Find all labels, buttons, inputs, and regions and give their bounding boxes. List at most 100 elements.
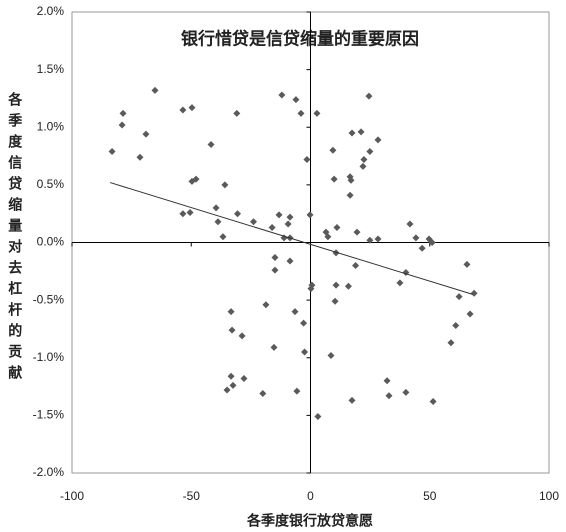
point: [212, 204, 220, 212]
y-tick-label: -1.5%: [33, 408, 65, 422]
point: [447, 339, 455, 347]
y-tick-label: -1.0%: [33, 350, 65, 364]
point: [383, 377, 391, 385]
point: [374, 136, 382, 144]
point: [385, 392, 393, 400]
point: [357, 128, 365, 136]
point: [249, 218, 257, 226]
point: [348, 396, 356, 404]
point: [466, 310, 474, 318]
point: [228, 326, 236, 334]
point: [324, 233, 332, 241]
point: [278, 91, 286, 99]
point: [240, 374, 248, 382]
trendline: [110, 182, 473, 295]
point: [359, 162, 367, 170]
point: [238, 332, 246, 340]
point: [219, 233, 227, 241]
point: [186, 209, 194, 217]
point: [429, 398, 437, 406]
point: [307, 285, 315, 293]
point: [353, 228, 361, 236]
point: [346, 173, 354, 181]
point: [344, 282, 352, 290]
point: [366, 236, 374, 244]
point: [366, 147, 374, 155]
point: [360, 156, 368, 164]
point: [270, 343, 278, 351]
point: [396, 279, 404, 287]
point: [292, 96, 300, 104]
point: [331, 297, 339, 305]
y-tick-label: 1.0%: [37, 119, 65, 133]
y-tick-label: 2.0%: [37, 4, 65, 18]
point: [271, 253, 279, 261]
chart-title: 银行惜贷是信贷缩量的重要原因: [181, 28, 419, 48]
point: [227, 372, 235, 380]
point: [418, 244, 426, 252]
point: [223, 386, 231, 394]
x-tick-label: -100: [60, 489, 84, 503]
x-tick-label: 50: [423, 489, 437, 503]
point: [227, 308, 235, 316]
x-tick-label: -50: [183, 489, 201, 503]
point: [348, 129, 356, 137]
point: [284, 220, 292, 228]
y-tick-label: 0.5%: [37, 177, 65, 191]
point: [332, 281, 340, 289]
point: [221, 181, 229, 189]
x-tick-label: 0: [307, 489, 314, 503]
point: [346, 191, 354, 199]
point: [136, 153, 144, 161]
point: [192, 175, 200, 183]
point: [229, 381, 237, 389]
point: [275, 211, 283, 219]
point: [313, 109, 321, 117]
point: [151, 86, 159, 94]
point: [352, 262, 360, 270]
point: [214, 218, 222, 226]
point: [179, 106, 187, 114]
x-axis-title: 各季度银行放贷意愿: [246, 513, 373, 529]
point: [119, 109, 127, 117]
point: [271, 266, 279, 274]
point: [330, 175, 338, 183]
point: [327, 351, 335, 359]
point: [365, 92, 373, 100]
point: [374, 235, 382, 243]
point: [179, 210, 187, 218]
y-tick-label: 0.0%: [37, 235, 65, 249]
point: [297, 109, 305, 117]
point: [333, 224, 341, 232]
point: [300, 319, 308, 327]
point: [452, 321, 460, 329]
point: [234, 210, 242, 218]
point: [233, 109, 241, 117]
point: [455, 293, 463, 301]
y-tick-label: -0.5%: [33, 292, 65, 306]
y-tick-label: 1.5%: [37, 62, 65, 76]
point: [412, 234, 420, 242]
point: [259, 389, 267, 397]
y-axis-title: 各季度信贷缩量对去杠杆的贡献: [7, 91, 23, 386]
point: [118, 121, 126, 129]
point: [314, 413, 322, 421]
point: [188, 104, 196, 112]
x-tick-label: 100: [539, 489, 559, 503]
point: [293, 387, 301, 395]
point: [332, 249, 340, 257]
point: [108, 147, 116, 155]
y-tick-label: -2.0%: [33, 465, 65, 479]
point: [291, 308, 299, 316]
point: [268, 224, 276, 232]
point: [301, 348, 309, 356]
point: [329, 146, 337, 154]
point: [406, 220, 414, 228]
point: [402, 388, 410, 396]
point: [142, 130, 150, 138]
point: [286, 257, 294, 265]
point: [306, 211, 314, 219]
point: [463, 260, 471, 268]
point: [303, 156, 311, 164]
